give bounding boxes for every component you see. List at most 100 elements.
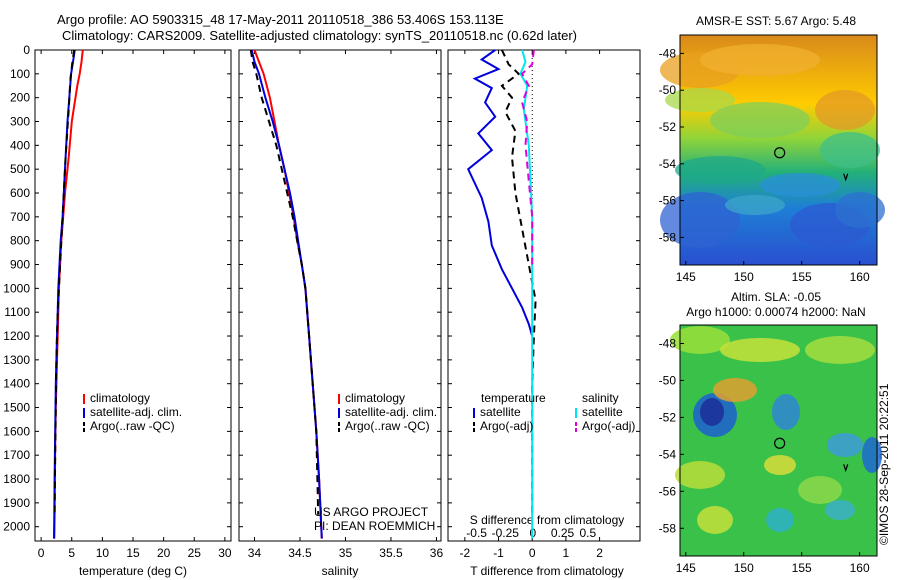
sla-patch-11 [798, 476, 842, 504]
sla-patch-8 [862, 437, 882, 473]
map-x-tick-label: 160 [850, 561, 870, 575]
x-tick-label: 35 [339, 546, 353, 560]
sst-patch-7 [760, 173, 840, 197]
x-tick-label: 35.5 [379, 546, 403, 560]
map-y-tick-label: -50 [659, 373, 677, 387]
temp-diff-legend-title: temperature [481, 391, 546, 405]
figure-title: Argo profile: AO 5903315_48 17-May-2011 … [57, 12, 504, 27]
y-tick-label: 300 [10, 115, 30, 129]
plot-frame-1 [34, 49, 232, 542]
map-y-tick-label: -52 [659, 410, 677, 424]
map-y-tick-label: -58 [659, 230, 677, 244]
x-axis-label: temperature (deg C) [79, 564, 187, 578]
sst-patch-6 [675, 156, 765, 184]
y-tick-label: 800 [10, 234, 30, 248]
sla-patch-4 [700, 398, 724, 426]
argo-location-marker [774, 437, 786, 449]
x-tick-label: -2 [460, 546, 471, 560]
sst-patch-2 [815, 90, 875, 130]
map-y-tick-label: -50 [659, 83, 677, 97]
x-axis-label: T difference from climatology [470, 564, 624, 578]
y-tick-label: 0 [23, 43, 30, 57]
salinity-diff-axis-label: S difference from climatology [470, 513, 625, 527]
salinity-diff-tick-label: 0.5 [579, 526, 596, 540]
sla-patch-12 [825, 500, 855, 520]
sla-patch-7 [827, 433, 863, 457]
y-tick-label: 500 [10, 162, 30, 176]
x-tick-label: 25 [188, 546, 202, 560]
map-y-tick-label: -58 [659, 521, 677, 535]
sst-patch-1 [700, 44, 820, 76]
x-tick-label: 5 [68, 546, 75, 560]
sal-diff-legend-label-1: Argo(-adj) [582, 419, 635, 433]
float-track-marker [843, 464, 849, 473]
y-tick-label: 1300 [3, 353, 30, 367]
sla-patch-13 [697, 506, 733, 534]
y-tick-label: 1100 [4, 305, 30, 319]
salinity-line-2 [249, 49, 320, 515]
sla-patch-9 [764, 455, 796, 475]
map-x-tick-label: 145 [676, 270, 696, 284]
sst-map-title: AMSR-E SST: 5.67 Argo: 5.48 [696, 14, 856, 28]
x-tick-label: 36 [430, 546, 444, 560]
salinity-diff-tick-label: -0.5 [466, 526, 487, 540]
map-frame-2 [679, 324, 878, 557]
sal-diff-legend-label-0: satellite [582, 405, 623, 419]
y-tick-label: 2000 [3, 520, 30, 534]
project-annotation: US ARGO PROJECT [314, 505, 429, 519]
plot-frame-3 [447, 49, 641, 542]
temp-diff-legend-label-1: Argo(-adj) [480, 419, 533, 433]
x-tick-label: 30 [218, 546, 232, 560]
map-x-tick-label: 145 [676, 561, 696, 575]
sla-patch-10 [675, 461, 725, 489]
map-y-tick-label: -54 [659, 447, 677, 461]
y-tick-label: 700 [10, 210, 30, 224]
y-tick-label: 100 [10, 67, 30, 81]
salinity-diff-tick-label: 0.25 [551, 526, 575, 540]
x-tick-label: 10 [96, 546, 110, 560]
float-track-marker [843, 173, 849, 182]
x-tick-label: 0 [38, 546, 45, 560]
map-y-tick-label: -52 [659, 120, 677, 134]
x-tick-label: 2 [596, 546, 603, 560]
y-tick-label: 1000 [3, 281, 30, 295]
salinity-diff-tick-label: -0.25 [492, 526, 520, 540]
temperature-line-1 [53, 49, 76, 539]
y-tick-label: 200 [10, 91, 30, 105]
map-x-tick-label: 155 [792, 561, 812, 575]
y-tick-label: 1800 [3, 472, 30, 486]
sla-patch-14 [766, 508, 794, 532]
x-axis-label: salinity [322, 564, 359, 578]
figure-subtitle: Climatology: CARS2009. Satellite-adjuste… [62, 28, 577, 43]
sla-patch-6 [713, 378, 757, 402]
sal-legend-label-2: Argo(..raw -QC) [345, 419, 430, 433]
sst-patch-10 [725, 195, 785, 215]
sal-legend-label-0: climatology [345, 391, 405, 405]
temperature-line-2 [53, 49, 76, 515]
temp-legend-label-0: climatology [90, 391, 150, 405]
sla-patch-0 [670, 326, 730, 354]
sla-map-subtitle: Argo h1000: 0.00074 h2000: NaN [686, 305, 865, 319]
y-tick-label: 1400 [3, 377, 30, 391]
y-tick-label: 600 [10, 186, 30, 200]
sal-legend-label-1: satellite-adj. clim. [345, 405, 437, 419]
map-y-tick-label: -56 [659, 484, 677, 498]
x-tick-label: 34.5 [288, 546, 312, 560]
sla-map-title: Altim. SLA: -0.05 [731, 290, 821, 304]
x-tick-label: 15 [126, 546, 140, 560]
sst-patch-5 [820, 132, 880, 168]
y-tick-label: 1900 [3, 496, 30, 510]
map-x-tick-label: 150 [734, 561, 754, 575]
x-tick-label: 34 [248, 546, 262, 560]
map-y-tick-label: -56 [659, 194, 677, 208]
temp-legend-label-1: satellite-adj. clim. [90, 405, 182, 419]
sla-patch-2 [805, 336, 875, 364]
sal-diff-legend-title: salinity [582, 391, 619, 405]
map-x-tick-label: 160 [850, 270, 870, 284]
pi-annotation: PI: DEAN ROEMMICH [314, 519, 435, 533]
x-tick-label: 0 [529, 546, 536, 560]
difference-line-0 [466, 49, 534, 337]
sst-patch-3 [665, 88, 735, 112]
y-tick-label: 1500 [3, 401, 30, 415]
